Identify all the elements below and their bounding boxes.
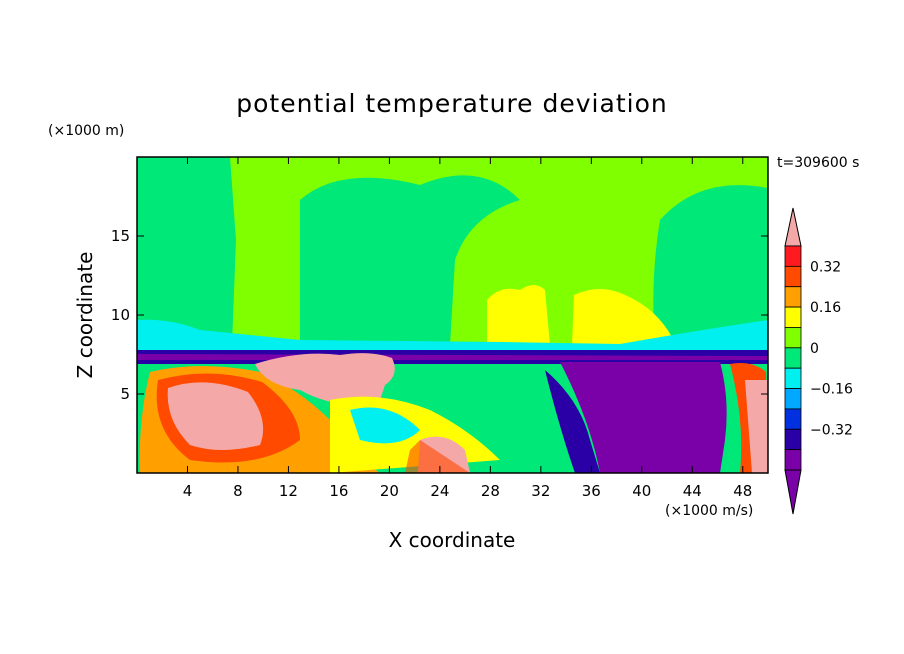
- colorbar-segment: [784, 388, 802, 410]
- colorbar-segment: [784, 327, 802, 349]
- x-tick-label: 44: [683, 482, 702, 500]
- x-axis-label: X coordinate: [389, 528, 516, 552]
- x-tick-label: 40: [632, 482, 651, 500]
- colorbar-segment: [784, 265, 802, 288]
- contour-field: [137, 157, 768, 473]
- y-tick-label: 15: [111, 227, 130, 245]
- colorbar: 0.32 0.16 0 −0.16 −0.32: [784, 207, 853, 515]
- x-tick-label: 20: [380, 482, 399, 500]
- x-axis-ticks: 4 8 12 16 20 24 28 32 36 40 44 48: [183, 157, 752, 500]
- colorbar-over-triangle: [784, 207, 802, 247]
- chart-title: potential temperature deviation: [236, 89, 667, 118]
- x-tick-label: 28: [481, 482, 500, 500]
- colorbar-segment: [784, 306, 802, 328]
- y-axis-label: Z coordinate: [73, 252, 97, 379]
- x-tick-label: 12: [279, 482, 298, 500]
- y-tick-label: 10: [111, 306, 130, 324]
- x-tick-label: 48: [733, 482, 752, 500]
- colorbar-label: −0.32: [810, 422, 853, 438]
- colorbar-segment: [784, 408, 802, 430]
- time-label: t=309600 s: [777, 155, 859, 171]
- x-tick-label: 4: [183, 482, 193, 500]
- x-tick-label: 32: [531, 482, 550, 500]
- colorbar-label: −0.16: [810, 382, 853, 398]
- colorbar-segment: [784, 367, 802, 389]
- x-unit-label: (×1000 m/s): [665, 503, 753, 519]
- colorbar-under-triangle: [784, 469, 802, 515]
- y-tick-label: 5: [120, 385, 130, 403]
- colorbar-segment: [784, 449, 802, 471]
- colorbar-label: 0: [810, 341, 819, 357]
- colorbar-segment: [784, 347, 802, 369]
- colorbar-label: 0.16: [810, 300, 841, 316]
- colorbar-segment: [784, 286, 802, 308]
- x-tick-label: 36: [582, 482, 601, 500]
- colorbar-segment: [784, 245, 802, 267]
- x-tick-label: 24: [430, 482, 449, 500]
- colorbar-label: 0.32: [810, 259, 841, 275]
- y-unit-label: (×1000 m): [48, 123, 124, 139]
- x-tick-label: 8: [233, 482, 243, 500]
- colorbar-segment: [784, 428, 802, 451]
- y-axis-ticks: 5 10 15: [111, 227, 768, 403]
- x-tick-label: 16: [329, 482, 348, 500]
